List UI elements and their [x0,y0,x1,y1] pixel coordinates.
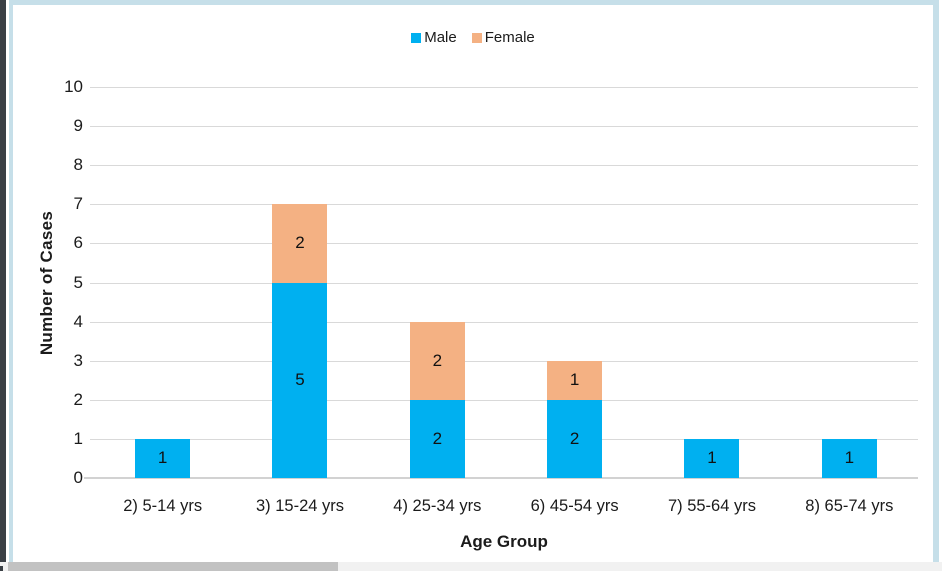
bar-segment-male: 1 [684,438,740,478]
legend-label: Female [484,29,535,46]
bar-8-65-74-yrs: 1 [781,87,918,478]
y-tick-label: 0 [73,468,83,487]
x-axis-line [84,477,918,479]
gridline [90,399,918,401]
x-tick-label: 7) 55-64 yrs [667,497,756,515]
bar-7-55-64-yrs: 1 [643,87,780,478]
y-tick-label: 5 [73,272,83,292]
gridline [90,165,918,167]
bar-segment-male: 2 [409,399,465,478]
legend-swatch-male [411,32,422,43]
y-tick-label: 4 [73,311,83,331]
x-tick-label: 2) 5-14 yrs [123,497,203,515]
y-tick-label: 1 [73,428,83,448]
horizontal-scrollbar[interactable] [0,562,942,571]
legend-item-female: Female [471,29,535,46]
x-tick-label: 8) 65-74 yrs [805,497,894,515]
bar-segment-female: 2 [409,321,465,400]
y-tick-label: 6 [73,233,83,253]
gridline [90,360,918,362]
x-axis-tick-labels: 2) 5-14 yrs 3) 15-24 yrs 4) 25-34 yrs 6) 45… [90,497,918,516]
legend-label: Male [424,29,457,46]
x-tick-label: 4) 25-34 yrs [393,497,482,515]
y-tick-label: 2 [73,389,83,409]
data-label: 2 [295,233,305,253]
horizontal-scrollbar-thumb[interactable] [8,562,338,571]
scrollbar-corner-nub [0,566,3,571]
gridline [90,204,918,206]
legend-item-male: Male [411,29,457,46]
window-left-edge [0,0,6,562]
y-tick-label: 9 [73,116,83,136]
bar-segment-male: 1 [821,438,877,478]
gridline [90,87,918,88]
data-label: 2 [569,428,580,448]
bar-segment-male: 1 [135,438,191,478]
data-label: 2 [432,428,443,448]
data-label: 2 [432,350,443,370]
y-tick-label: 3 [73,350,83,370]
x-tick-label: 3) 15-24 yrs [255,497,345,515]
gridline [90,438,918,440]
data-label: 5 [295,370,305,390]
bar-segment-female: 2 [272,204,328,283]
bar-segment-female: 1 [547,360,603,400]
legend-swatch-female [471,32,482,43]
data-label: 1 [844,448,855,468]
gridline [90,321,918,323]
bar-segment-male: 2 [547,399,603,478]
data-label: 1 [707,448,717,468]
bar-2-5-14-yrs: 1 [94,87,231,478]
y-tick-label: 8 [73,155,83,175]
x-axis-title: Age Group [460,532,548,551]
gridline [90,282,918,284]
chart-legend: Male Female [13,29,933,46]
y-tick-label: 7 [73,194,83,214]
data-label: 1 [157,448,168,468]
gridline [90,243,918,245]
bar-segment-male: 5 [272,282,328,478]
x-tick-label: 6) 45-54 yrs [530,497,619,515]
data-label: 1 [569,370,580,390]
y-tick-label: 10 [64,77,83,96]
gridline [90,126,918,128]
